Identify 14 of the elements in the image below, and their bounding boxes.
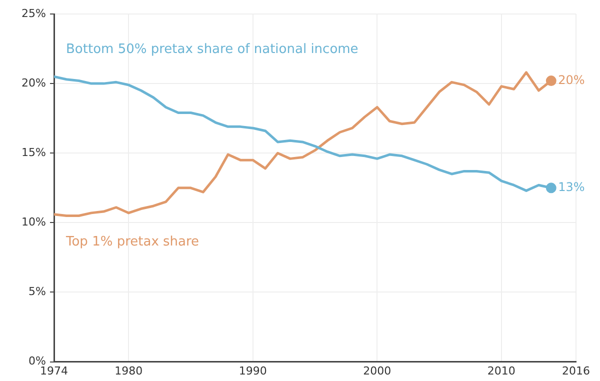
- y-tick-label: 20%: [22, 76, 46, 90]
- x-tick-label: 2010: [487, 364, 516, 378]
- series-label: Top 1% pretax share: [65, 234, 200, 250]
- x-tick-label: 1990: [238, 364, 267, 378]
- series-label: Bottom 50% pretax share of national income: [66, 42, 358, 57]
- y-tick-label: 5%: [28, 285, 46, 298]
- x-tick-label: 1980: [114, 364, 143, 378]
- y-tick-label: 15%: [22, 146, 46, 159]
- x-tick-label: 2000: [363, 364, 392, 378]
- x-tick-label: 2016: [562, 364, 590, 378]
- y-tick-label: 25%: [22, 6, 46, 20]
- y-tick-label: 10%: [22, 216, 46, 229]
- data-label: 20%: [558, 72, 585, 87]
- data-label: 13%: [558, 180, 585, 194]
